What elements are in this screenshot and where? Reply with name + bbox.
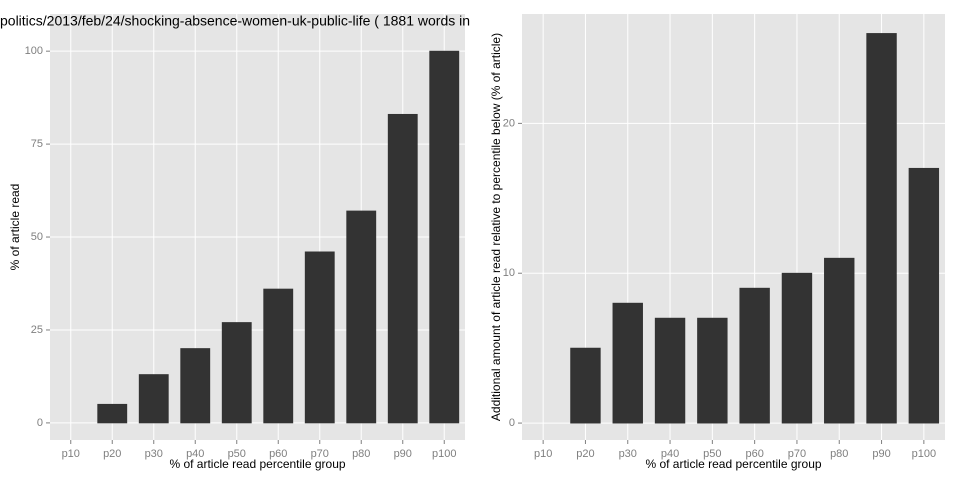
bar — [570, 347, 601, 424]
x-tick-label: p90 — [872, 448, 890, 460]
y-tick-label: 0 — [37, 417, 43, 429]
bar — [612, 302, 643, 424]
x-tick-label: p80 — [352, 448, 370, 460]
bar — [97, 403, 128, 424]
panel: 0 25 50 75 100 p10 p20 p30 p40 p50 p60 p70 p80 p90 p10… — [0, 13, 470, 471]
x-tick-label: p90 — [394, 448, 412, 460]
bar — [387, 113, 418, 424]
y-tick-label: 100 — [25, 45, 43, 57]
bar — [908, 167, 940, 424]
y-tick-label: 0 — [509, 417, 515, 429]
x-tick-label: p40 — [661, 448, 679, 460]
x-tick-label: p50 — [228, 448, 246, 460]
x-tick-label: p10 — [534, 448, 552, 460]
y-tick-label: 25 — [31, 324, 43, 336]
y-tick-label: 20 — [503, 117, 515, 129]
y-tick-label: 75 — [31, 138, 43, 150]
x-tick-label: p60 — [745, 448, 763, 460]
x-tick-label: p100 — [432, 448, 456, 460]
x-tick-label: p70 — [788, 448, 806, 460]
y-axis-title: Additional amount of article read relati… — [489, 33, 503, 421]
bar — [304, 251, 335, 424]
bar — [866, 33, 897, 424]
x-tick-label: p20 — [576, 448, 594, 460]
chart-title: politics/2013/feb/24/shocking-absence-wo… — [0, 13, 470, 29]
bar — [263, 288, 294, 424]
panel: 0 10 20 p10 p20 p30 p40 p50 p60 p70 p80 p90 p100 % of… — [489, 14, 945, 471]
bar — [739, 287, 770, 424]
x-tick-label: p50 — [703, 448, 721, 460]
x-axis-title: % of article read percentile group — [645, 457, 821, 471]
x-tick-label: p20 — [103, 448, 121, 460]
bar — [697, 317, 728, 424]
x-axis-title: % of article read percentile group — [169, 457, 345, 471]
bar — [824, 257, 855, 424]
x-tick-label: p30 — [145, 448, 163, 460]
x-tick-label: p30 — [619, 448, 637, 460]
x-tick-label: p100 — [912, 448, 936, 460]
bar — [781, 272, 813, 424]
x-tick-label: p80 — [830, 448, 848, 460]
y-tick-label: 50 — [31, 231, 43, 243]
bar — [180, 348, 211, 424]
x-tick-label: p70 — [311, 448, 329, 460]
bar — [429, 50, 460, 424]
bar — [138, 374, 169, 424]
bar — [346, 210, 377, 424]
bar — [221, 322, 252, 424]
x-tick-label: p10 — [62, 448, 80, 460]
x-tick-label: p60 — [269, 448, 287, 460]
bar — [654, 317, 686, 424]
y-tick-label: 10 — [503, 267, 515, 279]
x-tick-label: p40 — [186, 448, 204, 460]
y-axis-title: % of article read — [8, 184, 22, 271]
